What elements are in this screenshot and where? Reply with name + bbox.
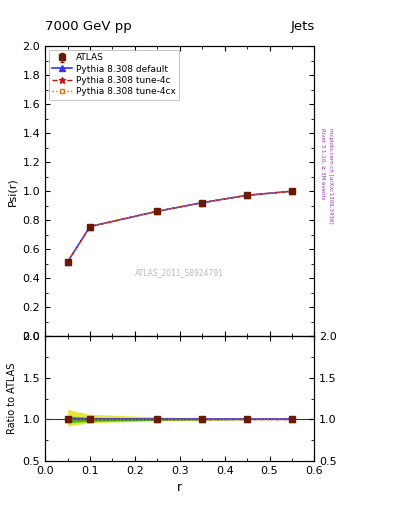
Y-axis label: Psi(r): Psi(r) (7, 177, 17, 206)
Y-axis label: Ratio to ATLAS: Ratio to ATLAS (7, 363, 17, 434)
Text: Jets: Jets (290, 20, 314, 33)
Pythia 8.308 default (65, 259, 70, 265)
Text: ATLAS_2011_S8924791: ATLAS_2011_S8924791 (135, 268, 224, 277)
Pythia 8.308 tune-4cx (245, 192, 250, 198)
Pythia 8.308 tune-4cx (290, 188, 294, 194)
X-axis label: r: r (177, 481, 182, 494)
Pythia 8.308 tune-4c (88, 223, 92, 229)
Pythia 8.308 default (290, 188, 294, 194)
Line: Pythia 8.308 default: Pythia 8.308 default (65, 188, 295, 265)
Pythia 8.308 tune-4c (155, 208, 160, 215)
Pythia 8.308 default (88, 223, 92, 229)
Line: Pythia 8.308 tune-4cx: Pythia 8.308 tune-4cx (65, 189, 294, 264)
Text: 7000 GeV pp: 7000 GeV pp (45, 20, 132, 33)
Pythia 8.308 tune-4c (245, 192, 250, 198)
Pythia 8.308 tune-4cx (65, 259, 70, 265)
Legend: ATLAS, Pythia 8.308 default, Pythia 8.308 tune-4c, Pythia 8.308 tune-4cx: ATLAS, Pythia 8.308 default, Pythia 8.30… (49, 50, 179, 100)
Pythia 8.308 tune-4c (290, 188, 294, 194)
Pythia 8.308 tune-4cx (88, 223, 92, 229)
Pythia 8.308 tune-4c (200, 200, 205, 206)
Pythia 8.308 default (155, 208, 160, 215)
Line: Pythia 8.308 tune-4c: Pythia 8.308 tune-4c (64, 188, 296, 265)
Pythia 8.308 tune-4cx (155, 208, 160, 215)
Pythia 8.308 tune-4c (65, 259, 70, 265)
Pythia 8.308 tune-4cx (200, 200, 205, 206)
Text: mcplots.cern.ch [arXiv:1306.3436]: mcplots.cern.ch [arXiv:1306.3436] (328, 128, 333, 224)
Text: Rivet 3.1.10, ≥ 3M events: Rivet 3.1.10, ≥ 3M events (320, 128, 325, 200)
Pythia 8.308 default (245, 192, 250, 198)
Pythia 8.308 default (200, 200, 205, 206)
